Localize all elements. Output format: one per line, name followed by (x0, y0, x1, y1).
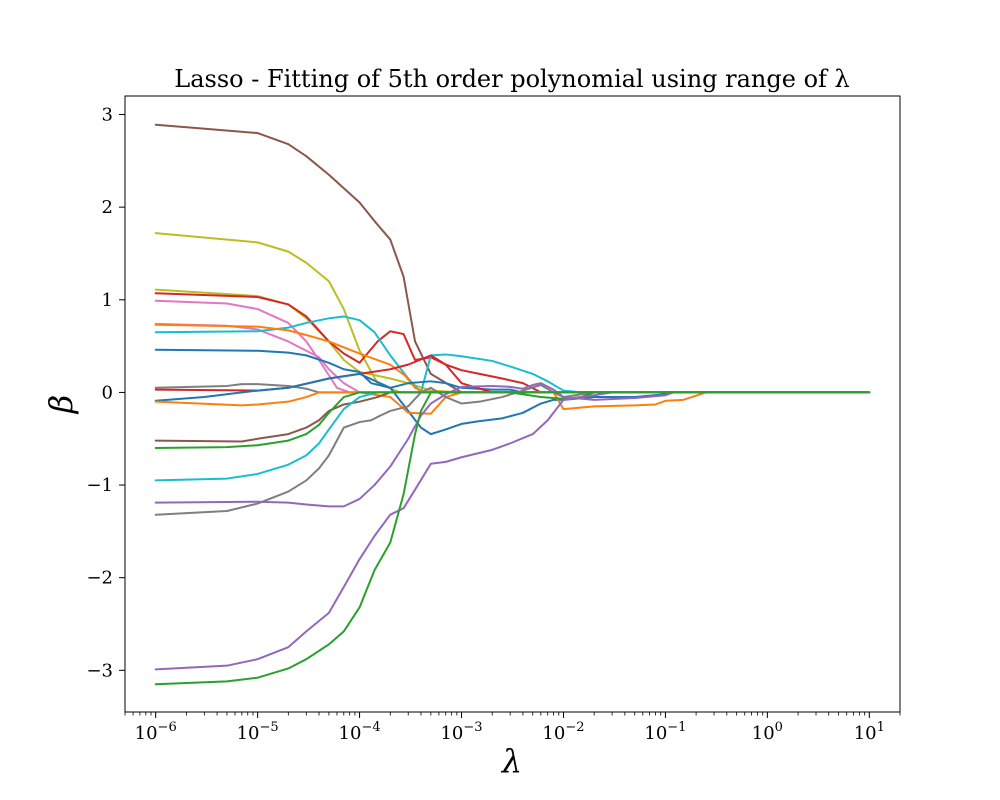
series-layer (154, 123, 871, 686)
series-line-6 (154, 322, 871, 394)
x-tick-label: 10−5 (237, 720, 279, 744)
x-tick-label: 10−2 (542, 720, 584, 744)
x-tick-label: 10−6 (135, 720, 177, 744)
x-tick-label: 10−3 (440, 720, 482, 744)
series-line-15 (154, 384, 871, 516)
series-line-5 (154, 299, 871, 394)
y-tick-label: −1 (86, 475, 113, 496)
x-axis-label: λ (500, 742, 522, 780)
series-line-4 (154, 292, 871, 394)
series-line-18 (154, 382, 871, 508)
series-line-19 (154, 391, 871, 671)
x-tick-label: 101 (854, 720, 885, 744)
plot-area-frame (124, 95, 901, 713)
series-line-10 (154, 383, 871, 394)
y-tick-label: −2 (86, 568, 113, 589)
series-line-14 (154, 391, 871, 443)
x-tick-label: 10−1 (644, 720, 686, 744)
y-tick-label: 2 (102, 197, 113, 218)
y-tick-label: 0 (102, 382, 113, 403)
series-line-16 (154, 391, 871, 482)
x-axis-ticks: 10−6 10−5 10−4 10−3 10−2 10−1 100 101 (124, 712, 901, 744)
series-line-1 (154, 123, 871, 394)
chart-title: Lasso - Fitting of 5th order polynomial … (174, 65, 850, 93)
x-tick-label: 100 (752, 720, 783, 744)
series-line-12 (154, 372, 871, 436)
series-line-20 (154, 391, 871, 686)
series-line-8 (154, 323, 871, 394)
y-tick-label: −3 (86, 660, 113, 681)
y-axis-ticks: −3 −2 −1 0 1 2 3 (86, 105, 125, 681)
y-axis-label: β (42, 395, 80, 415)
x-tick-label: 10−4 (339, 720, 381, 744)
y-tick-label: 1 (102, 290, 113, 311)
y-tick-label: 3 (102, 105, 113, 126)
